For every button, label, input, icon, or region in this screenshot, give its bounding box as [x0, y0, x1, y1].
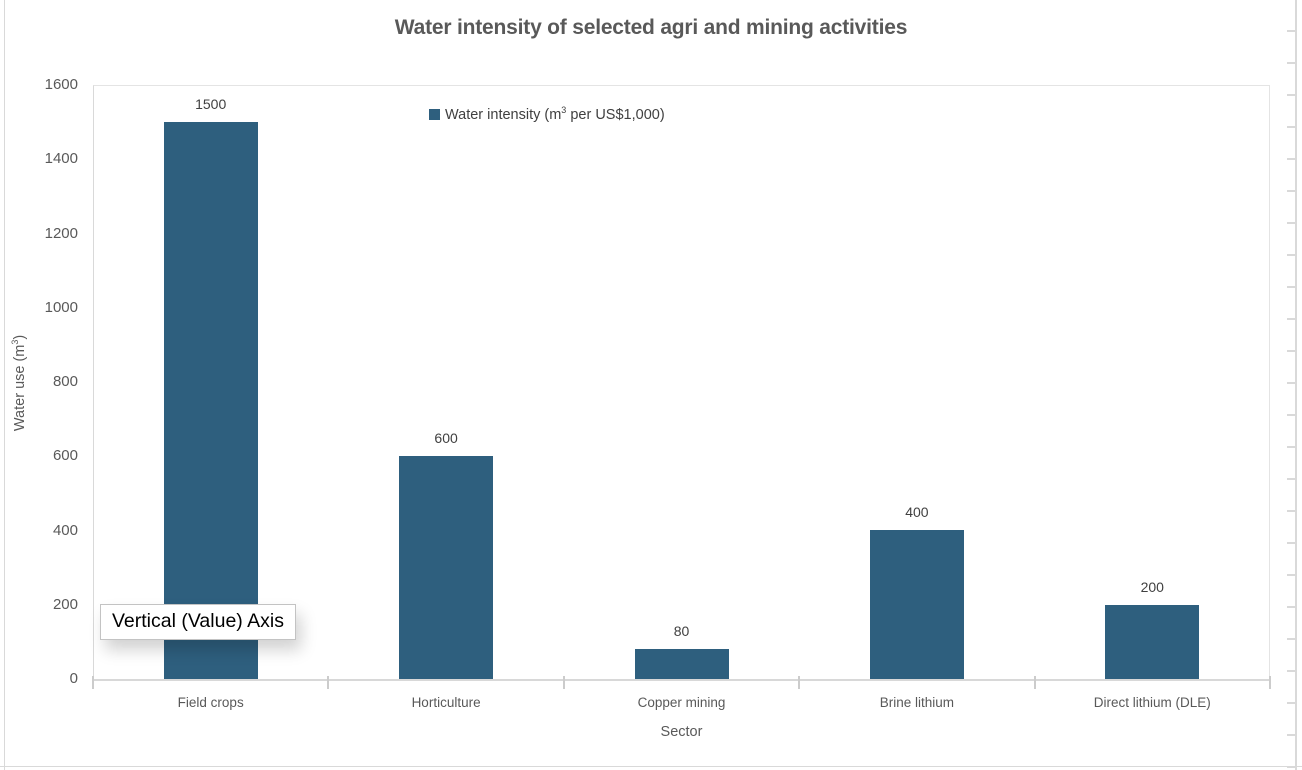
x-tick-label[interactable]: Direct lithium (DLE)	[1093, 695, 1211, 710]
legend-series-marker-icon	[429, 108, 440, 120]
legend-series-label: Water intensity (m3 per US$1,000)	[445, 105, 665, 123]
worksheet-bottom-gridline	[0, 766, 1302, 767]
y-tick-label[interactable]: 400	[52, 521, 78, 539]
worksheet-left-gridline	[4, 0, 5, 770]
bar-brine-lithium[interactable]	[869, 530, 964, 679]
worksheet-row-gridline-stubs	[1287, 0, 1296, 770]
chart-title[interactable]: Water intensity of selected agri and min…	[394, 16, 908, 39]
y-axis-title-close: )	[11, 334, 28, 340]
horizontal-axis-line[interactable]	[93, 679, 1271, 681]
bar-copper-mining[interactable]	[634, 649, 729, 679]
y-tick-label[interactable]: 800	[52, 373, 78, 390]
category-boundary-tick	[562, 676, 565, 689]
x-tick-label[interactable]: Field crops	[177, 695, 244, 710]
bar-field-crops[interactable]	[163, 122, 258, 679]
data-label[interactable]: 600	[434, 430, 458, 446]
category-boundary-tick	[1033, 676, 1036, 689]
x-axis-title[interactable]: Sector	[660, 724, 703, 740]
plot-area[interactable]	[93, 85, 1270, 679]
category-boundary-tick	[92, 676, 94, 689]
y-tick-label[interactable]: 1000	[44, 298, 78, 316]
data-label[interactable]: 200	[1140, 579, 1164, 595]
y-axis-title[interactable]: Water use (m3)	[10, 318, 28, 448]
x-tick-label[interactable]: Brine lithium	[879, 695, 955, 710]
y-tick-label[interactable]: 1200	[44, 224, 78, 242]
category-boundary-tick	[1269, 676, 1271, 689]
y-tick-label[interactable]: 1400	[44, 150, 78, 168]
x-tick-label[interactable]: Horticulture	[411, 695, 481, 710]
y-tick-label[interactable]: 200	[52, 595, 78, 613]
category-boundary-tick	[798, 676, 801, 689]
axis-hover-tooltip: Vertical (Value) Axis	[100, 604, 296, 640]
data-label[interactable]: 80	[673, 623, 690, 639]
y-axis-title-superscript: 3	[10, 339, 21, 345]
chart-legend[interactable]: Water intensity (m3 per US$1,000)	[429, 104, 665, 124]
y-tick-label[interactable]: 0	[69, 670, 78, 687]
category-boundary-tick	[327, 676, 330, 689]
y-tick-label[interactable]: 1600	[44, 76, 78, 93]
worksheet-right-gridline	[1295, 0, 1297, 770]
x-tick-label[interactable]: Copper mining	[637, 695, 726, 710]
bar-direct-lithium-dle[interactable]	[1105, 605, 1200, 679]
y-axis-title-text: Water use (m	[11, 344, 28, 432]
y-tick-label[interactable]: 600	[52, 447, 78, 465]
axis-hover-tooltip-text: Vertical (Value) Axis	[112, 610, 284, 632]
data-label[interactable]: 1500	[195, 96, 227, 112]
bar-horticulture[interactable]	[399, 456, 494, 679]
data-label[interactable]: 400	[905, 504, 929, 520]
